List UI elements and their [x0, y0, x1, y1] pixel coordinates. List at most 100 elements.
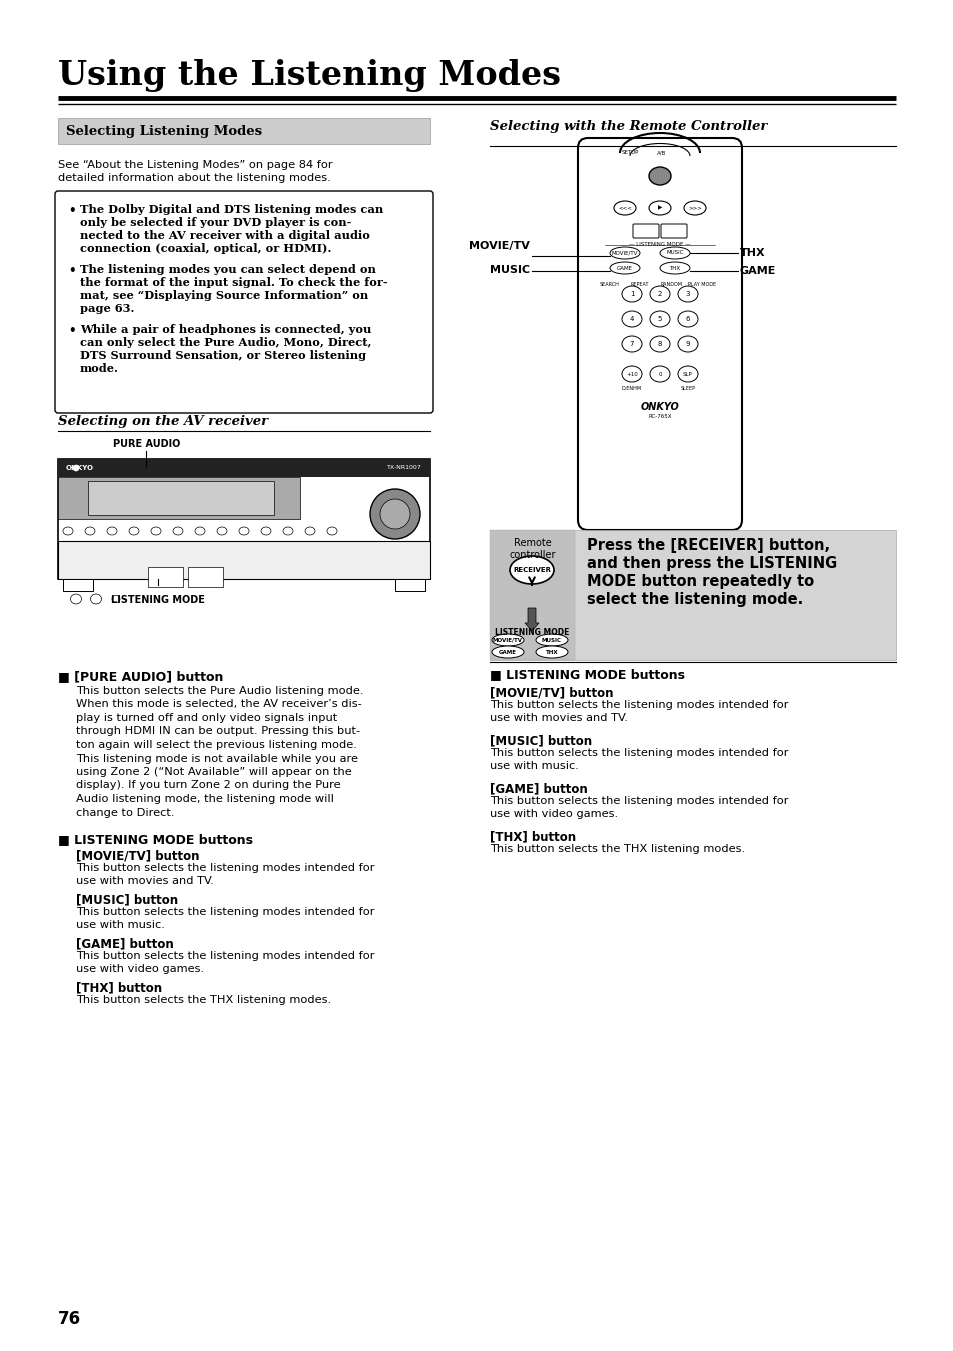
FancyBboxPatch shape	[58, 118, 430, 145]
Ellipse shape	[536, 634, 567, 646]
Ellipse shape	[129, 527, 139, 535]
Text: SLEEP: SLEEP	[679, 386, 695, 390]
Text: ■ LISTENING MODE buttons: ■ LISTENING MODE buttons	[490, 667, 684, 681]
Text: use with music.: use with music.	[490, 761, 578, 771]
Text: TX-NR1007: TX-NR1007	[387, 465, 421, 470]
Text: This button selects the listening modes intended for: This button selects the listening modes …	[76, 863, 375, 873]
Ellipse shape	[659, 262, 689, 274]
Text: •: •	[68, 263, 75, 277]
Text: [GAME] button: [GAME] button	[490, 782, 587, 794]
Text: While a pair of headphones is connected, you: While a pair of headphones is connected,…	[80, 324, 371, 335]
Text: 7: 7	[629, 340, 634, 347]
Bar	[58, 540, 430, 580]
Text: The listening modes you can select depend on: The listening modes you can select depen…	[80, 263, 375, 276]
Ellipse shape	[370, 489, 419, 539]
Text: See “About the Listening Modes” on page 84 for: See “About the Listening Modes” on page …	[58, 159, 333, 170]
Ellipse shape	[261, 527, 271, 535]
Ellipse shape	[621, 286, 641, 303]
Text: [THX] button: [THX] button	[490, 830, 576, 843]
Bar	[63, 580, 92, 590]
Text: RANDOM: RANDOM	[660, 282, 682, 286]
Text: page 63.: page 63.	[80, 303, 134, 313]
Text: use with music.: use with music.	[76, 920, 165, 929]
Text: LISTENING MODE: LISTENING MODE	[111, 594, 205, 605]
Bar	[58, 459, 430, 477]
Text: This listening mode is not available while you are: This listening mode is not available whi…	[76, 754, 357, 763]
Text: LISTENING MODE: LISTENING MODE	[495, 628, 569, 638]
Ellipse shape	[621, 311, 641, 327]
Ellipse shape	[73, 465, 79, 471]
Ellipse shape	[492, 634, 523, 646]
Ellipse shape	[649, 336, 669, 353]
Text: and then press the LISTENING: and then press the LISTENING	[586, 557, 837, 571]
Ellipse shape	[621, 366, 641, 382]
Text: [GAME] button: [GAME] button	[76, 938, 173, 950]
Ellipse shape	[239, 527, 249, 535]
FancyBboxPatch shape	[490, 530, 575, 661]
Ellipse shape	[609, 247, 639, 259]
Text: mode.: mode.	[80, 363, 119, 374]
Ellipse shape	[678, 366, 698, 382]
Ellipse shape	[216, 527, 227, 535]
FancyBboxPatch shape	[660, 224, 686, 238]
Text: ton again will select the previous listening mode.: ton again will select the previous liste…	[76, 740, 356, 750]
Text: MUSIC: MUSIC	[489, 265, 530, 276]
Text: Using the Listening Modes: Using the Listening Modes	[58, 59, 560, 92]
Text: only be selected if your DVD player is con-: only be selected if your DVD player is c…	[80, 218, 351, 228]
Ellipse shape	[71, 594, 81, 604]
Text: MOVIE/TV: MOVIE/TV	[493, 638, 522, 643]
Text: ONKYO: ONKYO	[66, 465, 94, 471]
FancyBboxPatch shape	[578, 138, 741, 530]
Text: MOVIE/TV: MOVIE/TV	[611, 250, 638, 255]
Text: RECEIVER: RECEIVER	[513, 567, 551, 573]
Text: GAME: GAME	[617, 266, 633, 270]
Text: This button selects the listening modes intended for: This button selects the listening modes …	[76, 907, 375, 917]
Text: 0: 0	[658, 372, 661, 377]
Text: +10: +10	[625, 372, 638, 377]
Ellipse shape	[492, 646, 523, 658]
Bar	[58, 477, 299, 519]
Text: MUSIC: MUSIC	[665, 250, 683, 255]
Ellipse shape	[379, 499, 410, 530]
Text: This button selects the listening modes intended for: This button selects the listening modes …	[490, 748, 788, 758]
Text: MOVIE/TV: MOVIE/TV	[469, 240, 530, 251]
Text: Audio listening mode, the listening mode will: Audio listening mode, the listening mode…	[76, 794, 334, 804]
Text: through HDMI IN can be output. Pressing this but-: through HDMI IN can be output. Pressing …	[76, 727, 359, 736]
Text: Selecting Listening Modes: Selecting Listening Modes	[66, 124, 262, 138]
Text: Selecting on the AV receiver: Selecting on the AV receiver	[58, 415, 268, 428]
Text: play is turned off and only video signals input: play is turned off and only video signal…	[76, 713, 337, 723]
Text: 3: 3	[685, 290, 690, 297]
Text: ▶: ▶	[658, 205, 661, 211]
Text: The Dolby Digital and DTS listening modes can: The Dolby Digital and DTS listening mode…	[80, 204, 383, 215]
Text: 8: 8	[657, 340, 661, 347]
Text: 9: 9	[685, 340, 690, 347]
Ellipse shape	[678, 336, 698, 353]
Text: 1: 1	[629, 290, 634, 297]
Bar	[88, 481, 274, 515]
Ellipse shape	[510, 557, 554, 584]
Text: PURE AUDIO: PURE AUDIO	[112, 439, 180, 449]
Ellipse shape	[649, 286, 669, 303]
Ellipse shape	[151, 527, 161, 535]
Text: use with movies and TV.: use with movies and TV.	[490, 713, 627, 723]
Text: 4: 4	[629, 316, 634, 322]
Text: SLP: SLP	[682, 372, 692, 377]
Ellipse shape	[91, 594, 101, 604]
Text: connection (coaxial, optical, or HDMI).: connection (coaxial, optical, or HDMI).	[80, 243, 331, 254]
Text: 6: 6	[685, 316, 690, 322]
Text: using Zone 2 (“Not Available” will appear on the: using Zone 2 (“Not Available” will appea…	[76, 767, 352, 777]
Ellipse shape	[683, 201, 705, 215]
Text: [MOVIE/TV] button: [MOVIE/TV] button	[76, 848, 199, 862]
Text: MUSIC: MUSIC	[541, 638, 561, 643]
Text: Remote
controller: Remote controller	[509, 538, 556, 561]
Ellipse shape	[85, 527, 95, 535]
Text: ■ [PURE AUDIO] button: ■ [PURE AUDIO] button	[58, 670, 223, 684]
FancyBboxPatch shape	[490, 530, 895, 661]
Text: This button selects the listening modes intended for: This button selects the listening modes …	[490, 796, 788, 807]
Text: DTS Surround Sensation, or Stereo listening: DTS Surround Sensation, or Stereo listen…	[80, 350, 366, 361]
FancyBboxPatch shape	[633, 224, 659, 238]
Bar	[148, 567, 183, 586]
Text: <<<: <<<	[618, 205, 631, 211]
Text: MODE button repeatedly to: MODE button repeatedly to	[586, 574, 813, 589]
FancyBboxPatch shape	[58, 459, 430, 580]
